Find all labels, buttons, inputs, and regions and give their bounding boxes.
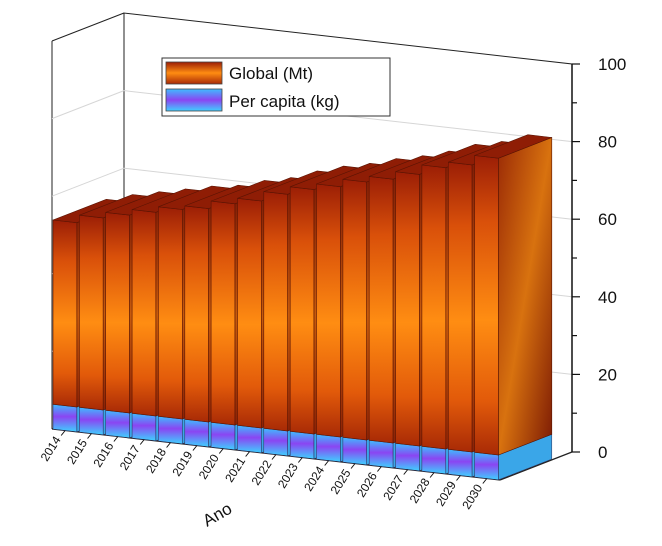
x-tick-label: 2023 — [275, 460, 301, 490]
bar-global — [316, 183, 341, 438]
x-tick — [350, 463, 356, 469]
x-tick — [429, 472, 435, 478]
bar-global — [158, 206, 183, 420]
legend-label-global: Global (Mt) — [229, 64, 313, 83]
x-tick — [139, 439, 145, 445]
y-tick-label: 100 — [598, 55, 626, 74]
x-tick — [324, 460, 330, 466]
bar-global — [105, 212, 130, 414]
bar-global — [210, 200, 236, 426]
bar-global-side — [498, 137, 553, 456]
y-tick-label: 80 — [598, 133, 617, 152]
bar-top — [474, 134, 552, 159]
bar-per-capita — [131, 413, 157, 442]
bar-per-capita — [79, 407, 104, 436]
x-tick — [297, 457, 303, 463]
x-tick — [218, 448, 224, 454]
x-tick-label: 2024 — [301, 463, 327, 493]
x-tick — [245, 451, 251, 457]
bar-per-capita — [421, 446, 447, 475]
x-tick-label: 2022 — [249, 457, 275, 487]
legend: Global (Mt) Per capita (kg) — [161, 57, 391, 117]
bar-global — [342, 178, 368, 441]
bar-global — [79, 214, 104, 411]
legend-label-per-capita: Per capita (kg) — [229, 92, 340, 111]
bar-global — [447, 161, 473, 453]
x-tick-label: 2020 — [196, 451, 222, 481]
x-tick-label: 2030 — [459, 481, 485, 511]
x-tick-label: 2026 — [354, 469, 380, 499]
bar-per-capita — [368, 440, 394, 469]
bar-global — [368, 176, 394, 444]
y-tick-label: 40 — [598, 288, 617, 307]
x-tick-label: 2014 — [38, 433, 64, 463]
legend-swatch-per-capita — [165, 88, 223, 112]
floor-right-edge — [499, 451, 573, 481]
bar-per-capita — [105, 410, 130, 439]
x-tick — [166, 442, 171, 448]
x-tick — [377, 466, 382, 472]
bar-global — [131, 209, 157, 417]
bar-per-capita — [474, 452, 499, 481]
bars — [52, 134, 553, 481]
bar-global — [263, 191, 289, 432]
bar-global — [52, 219, 78, 408]
x-tick-label: 2028 — [407, 475, 433, 505]
bar-2030 — [474, 134, 553, 481]
x-tick — [482, 478, 488, 484]
x-tick — [192, 445, 198, 451]
bar-per-capita — [237, 425, 262, 454]
bar-global — [395, 171, 420, 447]
x-tick-label: 2029 — [433, 478, 459, 508]
bar-global — [474, 155, 499, 456]
bar-per-capita — [210, 422, 236, 451]
grid-line-left — [51, 167, 125, 197]
x-tick-label: 2027 — [380, 472, 406, 502]
bar-per-capita — [316, 434, 341, 463]
bar-per-capita — [342, 437, 367, 466]
x-tick-label: 2021 — [222, 454, 248, 484]
x-tick-label: 2016 — [90, 439, 116, 469]
x-tick-label: 2018 — [143, 445, 169, 475]
x-tick — [271, 454, 277, 460]
bar-per-capita — [448, 449, 473, 478]
bar-per-capita — [52, 404, 78, 433]
x-tick-label: 2017 — [117, 442, 143, 472]
bar-per-capita — [158, 416, 183, 445]
bar-global — [421, 164, 447, 450]
legend-swatch-global — [165, 61, 223, 85]
y-tick-label: 0 — [598, 443, 607, 462]
x-tick — [113, 436, 119, 442]
y-tick-label: 60 — [598, 210, 617, 229]
bar-per-capita — [289, 431, 315, 460]
x-tick-label: 2025 — [328, 466, 354, 496]
grid-line-left — [51, 90, 125, 120]
y-axis: 0 20 40 60 80 100 — [571, 55, 626, 462]
x-axis-title: Ano — [200, 499, 236, 531]
bar-per-capita — [395, 443, 420, 472]
x-tick-label: 2019 — [169, 448, 195, 478]
left-wall-top — [51, 12, 125, 42]
bar-global — [237, 197, 262, 429]
x-tick — [60, 430, 66, 436]
bar-global — [184, 205, 209, 423]
bar-global — [289, 186, 315, 435]
bar-per-capita — [184, 419, 209, 448]
y-tick-label: 20 — [598, 365, 617, 384]
x-tick — [456, 475, 461, 481]
bar-per-capita — [263, 428, 288, 457]
x-tick-label: 2015 — [64, 436, 90, 466]
x-tick — [403, 469, 409, 475]
x-tick — [87, 433, 92, 439]
